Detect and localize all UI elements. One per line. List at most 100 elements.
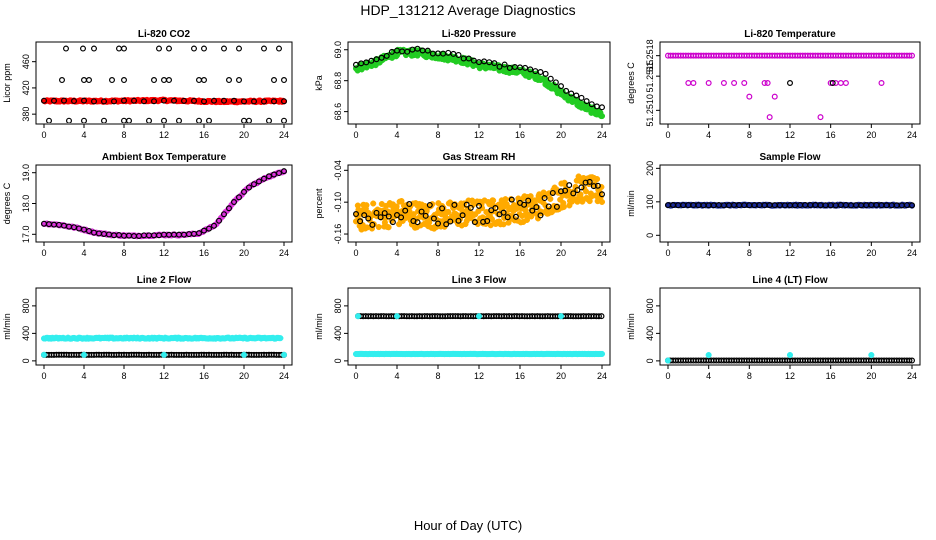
data-point xyxy=(385,224,392,231)
data-point xyxy=(201,45,208,52)
data-point xyxy=(467,204,474,211)
data-point xyxy=(741,79,748,86)
data-point xyxy=(598,198,606,205)
data-point xyxy=(705,351,712,359)
x-tick-label: 0 xyxy=(665,248,670,258)
data-point xyxy=(537,212,544,219)
x-tick-label: 4 xyxy=(706,371,711,381)
data-point xyxy=(582,179,589,186)
data-point xyxy=(373,209,380,216)
x-tick-label: 16 xyxy=(826,130,836,140)
x-tick-label: 4 xyxy=(706,130,711,140)
data-point xyxy=(690,79,697,86)
y-tick-label: -0.16 xyxy=(333,224,343,245)
series-2 xyxy=(353,178,605,228)
data-point xyxy=(817,114,824,121)
x-tick-label: 24 xyxy=(279,130,289,140)
data-point xyxy=(60,97,67,104)
data-point xyxy=(547,195,554,202)
data-point xyxy=(557,83,564,90)
data-point xyxy=(281,98,288,105)
data-point xyxy=(383,52,390,59)
data-point xyxy=(521,201,528,208)
y-tick-label: -0.10 xyxy=(333,192,343,213)
data-point xyxy=(573,92,580,99)
data-point xyxy=(80,97,87,104)
panel-8: Line 3 Flow 0 4 8 12 16 20 24 0 400 800 ml/min xyxy=(314,275,611,381)
data-point xyxy=(664,357,672,364)
data-point xyxy=(455,217,462,224)
x-tick-label: 4 xyxy=(706,248,711,258)
data-point xyxy=(40,351,48,358)
y-tick-label: 0 xyxy=(645,233,655,238)
data-point xyxy=(705,79,712,86)
data-point xyxy=(527,66,534,73)
plot-area xyxy=(664,201,916,209)
y-axis-label: ml/min xyxy=(2,313,12,340)
series-1 xyxy=(40,168,288,240)
data-point xyxy=(522,64,529,71)
data-point xyxy=(402,207,409,214)
data-point xyxy=(465,55,472,62)
data-point xyxy=(120,77,127,84)
data-point xyxy=(176,117,182,123)
data-point xyxy=(161,77,168,84)
x-tick-label: 8 xyxy=(747,248,752,258)
data-point xyxy=(496,63,503,70)
data-point xyxy=(281,168,288,175)
series-2 xyxy=(40,97,288,105)
data-point xyxy=(196,117,202,123)
plot-area xyxy=(352,45,606,120)
data-point xyxy=(451,201,458,208)
data-point xyxy=(161,97,168,104)
data-point xyxy=(231,199,238,206)
y-tick-label: 800 xyxy=(333,298,343,313)
x-tick-label: 8 xyxy=(747,130,752,140)
y-tick-label: 51.2518 xyxy=(645,39,655,72)
data-point xyxy=(80,77,87,84)
series-3 xyxy=(46,45,288,123)
data-point xyxy=(80,351,88,358)
y-tick-label: 420 xyxy=(21,80,31,95)
data-point xyxy=(201,77,208,84)
data-point xyxy=(361,212,368,219)
x-tick-label: 8 xyxy=(435,371,440,381)
data-point xyxy=(557,313,565,320)
data-point xyxy=(906,357,913,364)
x-tick-label: 4 xyxy=(394,248,399,258)
data-point xyxy=(529,207,536,214)
plot-area xyxy=(352,173,606,233)
x-tick-label: 24 xyxy=(907,130,917,140)
data-point xyxy=(120,45,127,52)
series-3 xyxy=(355,313,565,320)
x-tick-label: 4 xyxy=(81,371,86,381)
data-point xyxy=(353,61,360,68)
y-tick-label: 18.0 xyxy=(21,195,31,213)
data-point xyxy=(211,222,218,229)
x-tick-label: 16 xyxy=(199,371,209,381)
data-point xyxy=(58,77,65,84)
data-point xyxy=(240,351,248,358)
data-point xyxy=(484,218,491,225)
data-point xyxy=(566,182,573,189)
data-point xyxy=(236,194,243,201)
x-tick-label: 20 xyxy=(239,248,249,258)
data-point xyxy=(201,227,208,234)
data-point xyxy=(110,98,117,105)
y-tick-label: 460 xyxy=(21,54,31,69)
data-point xyxy=(868,351,875,359)
data-point xyxy=(126,117,132,123)
data-point xyxy=(502,196,509,203)
panel-title: Li-820 Pressure xyxy=(442,29,517,40)
series-2 xyxy=(685,79,885,121)
data-point xyxy=(786,351,794,359)
x-tick-label: 16 xyxy=(515,248,525,258)
data-point xyxy=(79,45,86,52)
data-point xyxy=(430,215,437,222)
x-tick-label: 12 xyxy=(159,248,169,258)
data-point xyxy=(424,47,431,54)
data-point xyxy=(241,117,247,123)
data-point xyxy=(463,201,470,208)
x-tick-label: 24 xyxy=(907,248,917,258)
data-point xyxy=(66,117,72,123)
